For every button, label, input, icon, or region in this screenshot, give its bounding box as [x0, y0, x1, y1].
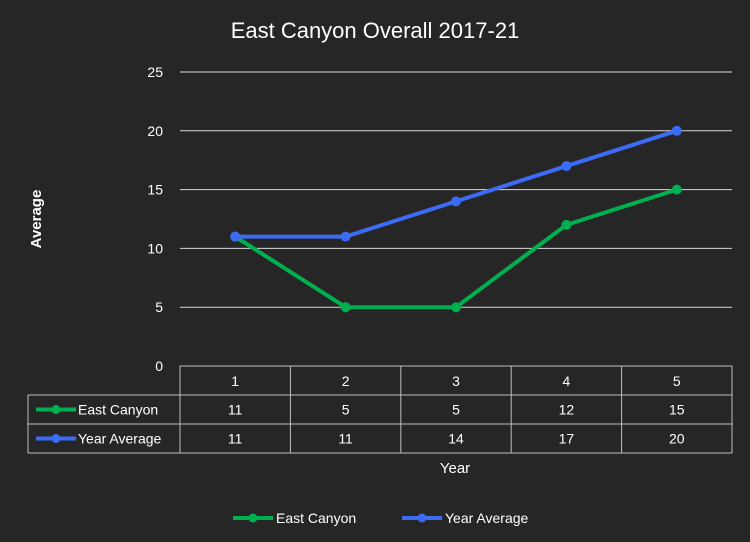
- data-point: [451, 302, 461, 313]
- x-tick-label: 1: [231, 373, 239, 389]
- data-point: [671, 125, 682, 136]
- table-cell-value: 11: [228, 402, 243, 418]
- legend-label: East Canyon: [276, 510, 356, 526]
- data-point: [671, 184, 682, 195]
- table-cell-value: 17: [559, 431, 575, 447]
- y-axis-label: Average: [28, 190, 45, 249]
- y-tick-label: 0: [155, 358, 163, 374]
- table-cell-value: 5: [342, 402, 350, 418]
- table-series-key-marker: [51, 434, 61, 443]
- table-cell-value: 11: [338, 431, 353, 447]
- data-point: [561, 219, 572, 230]
- y-tick-label: 10: [147, 240, 163, 256]
- data-point: [451, 196, 461, 207]
- y-tick-label: 5: [155, 299, 163, 315]
- table-cell-value: 15: [669, 402, 685, 418]
- x-tick-label: 3: [452, 373, 460, 389]
- data-point: [230, 231, 241, 242]
- x-tick-label: 2: [342, 373, 350, 389]
- legend: East Canyon Year Average: [233, 510, 529, 526]
- table-series-name: East Canyon: [78, 402, 158, 418]
- data-point: [561, 161, 572, 172]
- legend-key-marker: [417, 513, 427, 523]
- y-tick-labels: 0 5 10 15 20 25: [147, 64, 163, 374]
- table-series-name: Year Average: [78, 431, 162, 447]
- data-point: [340, 231, 351, 242]
- x-axis-label: Year: [440, 460, 470, 477]
- chart-title: East Canyon Overall 2017-21: [231, 18, 520, 43]
- x-tick-label: 5: [673, 373, 681, 389]
- table-cell-value: 12: [559, 402, 575, 418]
- table-cell-value: 20: [669, 431, 685, 447]
- gridlines: [180, 71, 732, 308]
- series-lines: [230, 125, 682, 313]
- table-cell-value: 14: [448, 431, 464, 447]
- table-cell-value: 5: [452, 402, 460, 418]
- data-point: [340, 302, 351, 313]
- y-tick-label: 20: [147, 123, 163, 139]
- y-tick-label: 25: [147, 64, 163, 80]
- y-tick-label: 15: [147, 182, 163, 198]
- series-line: [233, 128, 679, 239]
- legend-key-marker: [248, 513, 258, 523]
- table-cell-value: 11: [228, 431, 243, 447]
- table-series-key-marker: [51, 405, 61, 414]
- x-tick-label: 4: [563, 373, 571, 389]
- legend-label: Year Average: [445, 510, 529, 526]
